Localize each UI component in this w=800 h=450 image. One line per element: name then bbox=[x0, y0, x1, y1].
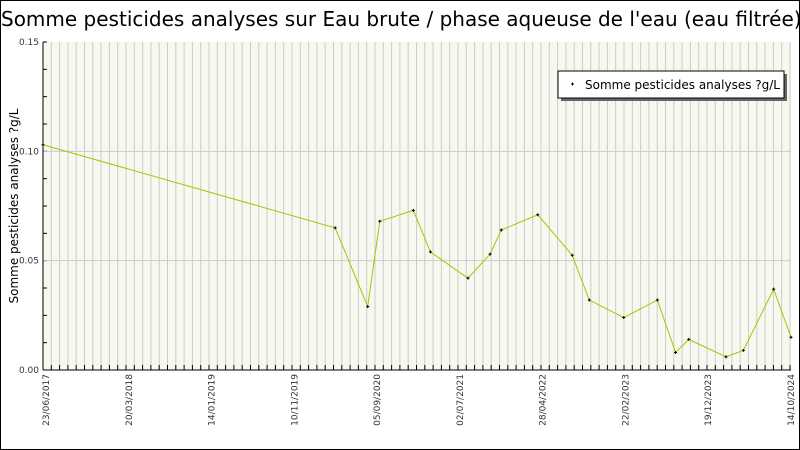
data-point-marker bbox=[499, 228, 503, 232]
data-point-marker bbox=[466, 276, 470, 280]
legend-box bbox=[557, 70, 785, 99]
y-tick-label: 0.00 bbox=[19, 366, 39, 376]
data-point-marker bbox=[789, 335, 793, 339]
x-tick-label: 10/11/2019 bbox=[290, 374, 300, 426]
data-point-marker bbox=[378, 219, 382, 223]
legend-marker-icon bbox=[571, 82, 574, 86]
chart-title: Somme pesticides analyses sur Eau brute … bbox=[1, 7, 800, 31]
data-point-marker bbox=[587, 298, 591, 302]
data-point-marker bbox=[674, 351, 678, 355]
x-tick-label: 22/02/2023 bbox=[621, 374, 631, 426]
y-axis-label: Somme pesticides analyses ?g/L bbox=[7, 108, 21, 303]
x-tick-label: 05/09/2020 bbox=[373, 374, 383, 426]
x-tick-label: 14/10/2024 bbox=[787, 374, 797, 426]
y-tick-label: 0.05 bbox=[19, 257, 39, 267]
x-tick-label: 28/04/2022 bbox=[539, 374, 549, 426]
x-tick-label: 20/03/2018 bbox=[125, 374, 135, 426]
data-point-marker bbox=[772, 287, 776, 291]
data-point-marker bbox=[536, 213, 540, 217]
series-line bbox=[42, 144, 792, 358]
data-point-marker bbox=[741, 348, 745, 352]
data-point-marker bbox=[333, 226, 337, 230]
legend-label: Somme pesticides analyses ?g/L bbox=[585, 78, 780, 92]
x-tick-label: 02/07/2021 bbox=[456, 374, 466, 426]
data-point-marker bbox=[687, 337, 691, 341]
data-point-marker bbox=[655, 298, 659, 302]
data-point-marker bbox=[41, 143, 45, 147]
x-tick-label: 14/01/2019 bbox=[208, 374, 218, 426]
y-tick-label: 0.15 bbox=[19, 38, 39, 48]
data-point-marker bbox=[570, 253, 574, 257]
data-point-marker bbox=[411, 208, 415, 212]
x-tick-label: 23/06/2017 bbox=[42, 374, 52, 426]
x-tick-label: 19/12/2023 bbox=[704, 374, 714, 426]
data-point-marker bbox=[366, 305, 370, 309]
data-point-marker bbox=[724, 355, 728, 359]
data-point-marker bbox=[622, 316, 626, 320]
y-tick-label: 0.10 bbox=[19, 147, 39, 157]
data-point-marker bbox=[488, 252, 492, 256]
data-point-marker bbox=[428, 250, 432, 254]
